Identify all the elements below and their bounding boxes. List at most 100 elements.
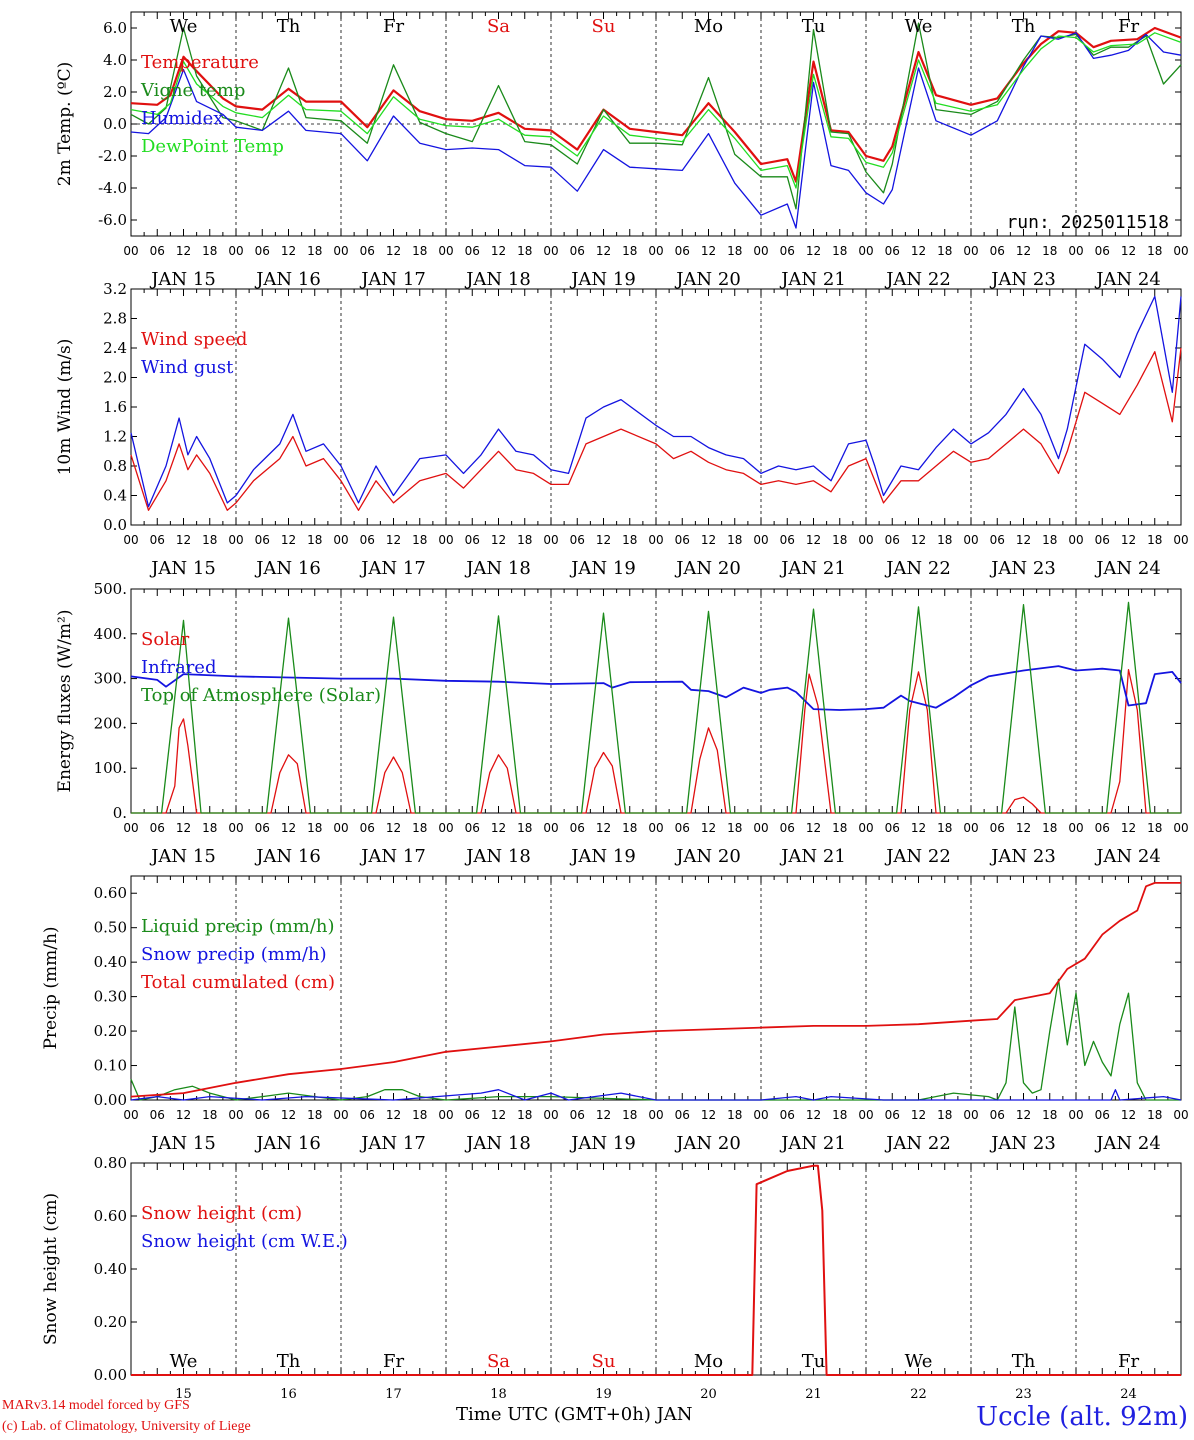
hour-tick-label: 00 [963, 1108, 978, 1122]
weekday-label: Th [277, 1351, 301, 1372]
hour-tick-label: 12 [806, 821, 821, 835]
run-label: run: 2025011518 [1006, 212, 1169, 233]
hour-tick-label: 12 [1121, 1108, 1136, 1122]
hour-tick-label: 18 [727, 1108, 742, 1122]
hour-tick-label: 00 [1173, 533, 1188, 547]
hour-tick-label: 06 [675, 821, 690, 835]
day-number-label: 20 [700, 1387, 717, 1402]
hour-tick-label: 18 [937, 244, 952, 258]
weekday-label: Mo [694, 16, 723, 37]
date-label: JAN 20 [674, 558, 741, 579]
date-label: JAN 19 [569, 846, 636, 867]
date-label: JAN 22 [884, 846, 951, 867]
hour-tick-label: 00 [1068, 533, 1083, 547]
hour-tick-label: 12 [386, 1108, 401, 1122]
hour-tick-label: 00 [858, 533, 873, 547]
y-tick-label: 1.6 [103, 398, 127, 416]
date-label: JAN 17 [359, 269, 426, 290]
date-label: JAN 19 [569, 558, 636, 579]
hour-tick-label: 18 [727, 533, 742, 547]
hour-tick-label: 18 [937, 1108, 952, 1122]
hour-tick-label: 18 [307, 533, 322, 547]
hour-tick-label: 06 [1095, 1108, 1110, 1122]
legend-entry: Vigne temp [140, 80, 245, 101]
date-label: JAN 16 [254, 269, 321, 290]
hour-tick-label: 00 [123, 533, 138, 547]
hour-tick-label: 06 [780, 533, 795, 547]
date-label: JAN 24 [1094, 1133, 1161, 1154]
hour-tick-label: 12 [176, 533, 191, 547]
legend-entry: Top of Atmosphere (Solar) [141, 685, 381, 706]
hour-tick-label: 06 [570, 1108, 585, 1122]
panel-5 [130, 1162, 1182, 1376]
hour-tick-label: 18 [622, 533, 637, 547]
y-tick-label: 0.8 [103, 457, 127, 475]
hour-tick-label: 00 [963, 821, 978, 835]
y-tick-label: 300. [94, 670, 127, 688]
day-number-label: 16 [280, 1387, 297, 1402]
legend-entry: Wind gust [141, 357, 234, 378]
hour-tick-label: 12 [176, 1108, 191, 1122]
y-tick-label: -2.0 [98, 147, 127, 165]
y-tick-label: 2.0 [103, 83, 127, 101]
date-label: JAN 19 [569, 269, 636, 290]
hour-tick-label: 06 [150, 533, 165, 547]
hour-tick-label: 18 [1147, 821, 1162, 835]
hour-tick-label: 00 [753, 1108, 768, 1122]
hour-tick-label: 18 [412, 821, 427, 835]
date-label: JAN 18 [464, 1133, 531, 1154]
hour-tick-label: 18 [832, 1108, 847, 1122]
y-tick-label: 0.50 [94, 919, 127, 937]
hour-tick-label: 18 [832, 533, 847, 547]
hour-tick-label: 18 [202, 821, 217, 835]
legend-entry: Humidex [141, 108, 223, 129]
hour-tick-label: 06 [150, 244, 165, 258]
hour-tick-label: 06 [570, 821, 585, 835]
y-tick-label: 0.10 [94, 1057, 127, 1075]
hour-tick-label: 12 [1121, 821, 1136, 835]
date-label: JAN 18 [464, 558, 531, 579]
legend-entry: Snow height (cm) [141, 1203, 302, 1224]
date-label: JAN 17 [359, 558, 426, 579]
y-tick-label: 400. [94, 625, 127, 643]
hour-tick-label: 18 [937, 533, 952, 547]
y-tick-label: 1.2 [103, 428, 127, 446]
y-axis-label: Energy fluxes (W/m²) [55, 610, 75, 793]
y-tick-label: -6.0 [98, 211, 127, 229]
hour-tick-label: 18 [412, 244, 427, 258]
hour-tick-label: 12 [1016, 533, 1031, 547]
series-line-red [131, 1164, 1181, 1376]
series-line-blue [130, 1089, 1182, 1101]
hour-tick-label: 00 [1068, 1108, 1083, 1122]
date-label: JAN 18 [464, 846, 531, 867]
hour-tick-label: 06 [990, 1108, 1005, 1122]
date-label: JAN 22 [884, 1133, 951, 1154]
hour-tick-label: 12 [806, 244, 821, 258]
y-tick-label: 0.30 [94, 988, 127, 1006]
station-label: Uccle (alt. 92m) [976, 1402, 1188, 1432]
hour-tick-label: 06 [360, 244, 375, 258]
hour-tick-label: 12 [911, 821, 926, 835]
hour-tick-label: 12 [596, 533, 611, 547]
y-axis-label: 2m Temp. (ºC) [55, 62, 75, 187]
date-label: JAN 21 [779, 1133, 846, 1154]
y-tick-label: 0.60 [94, 1207, 127, 1225]
weekday-label: Sa [487, 1351, 510, 1372]
day-number-label: 21 [805, 1387, 822, 1402]
hour-tick-label: 18 [1042, 1108, 1057, 1122]
hour-tick-label: 00 [963, 533, 978, 547]
hour-tick-label: 12 [281, 1108, 296, 1122]
model-credit: MARv3.14 model forced by GFS [2, 1398, 190, 1413]
y-tick-label: 0.20 [94, 1313, 127, 1331]
hour-tick-label: 18 [1042, 821, 1057, 835]
weekday-label: Su [592, 16, 616, 37]
day-number-label: 24 [1120, 1387, 1137, 1402]
date-label: JAN 20 [674, 846, 741, 867]
series-line-blue [130, 295, 1182, 508]
legend-entry: Snow precip (mm/h) [141, 944, 327, 965]
hour-tick-label: 18 [412, 1108, 427, 1122]
hour-tick-label: 00 [1173, 821, 1188, 835]
y-tick-label: -4.0 [98, 179, 127, 197]
hour-tick-label: 00 [228, 821, 243, 835]
hour-tick-label: 18 [832, 244, 847, 258]
